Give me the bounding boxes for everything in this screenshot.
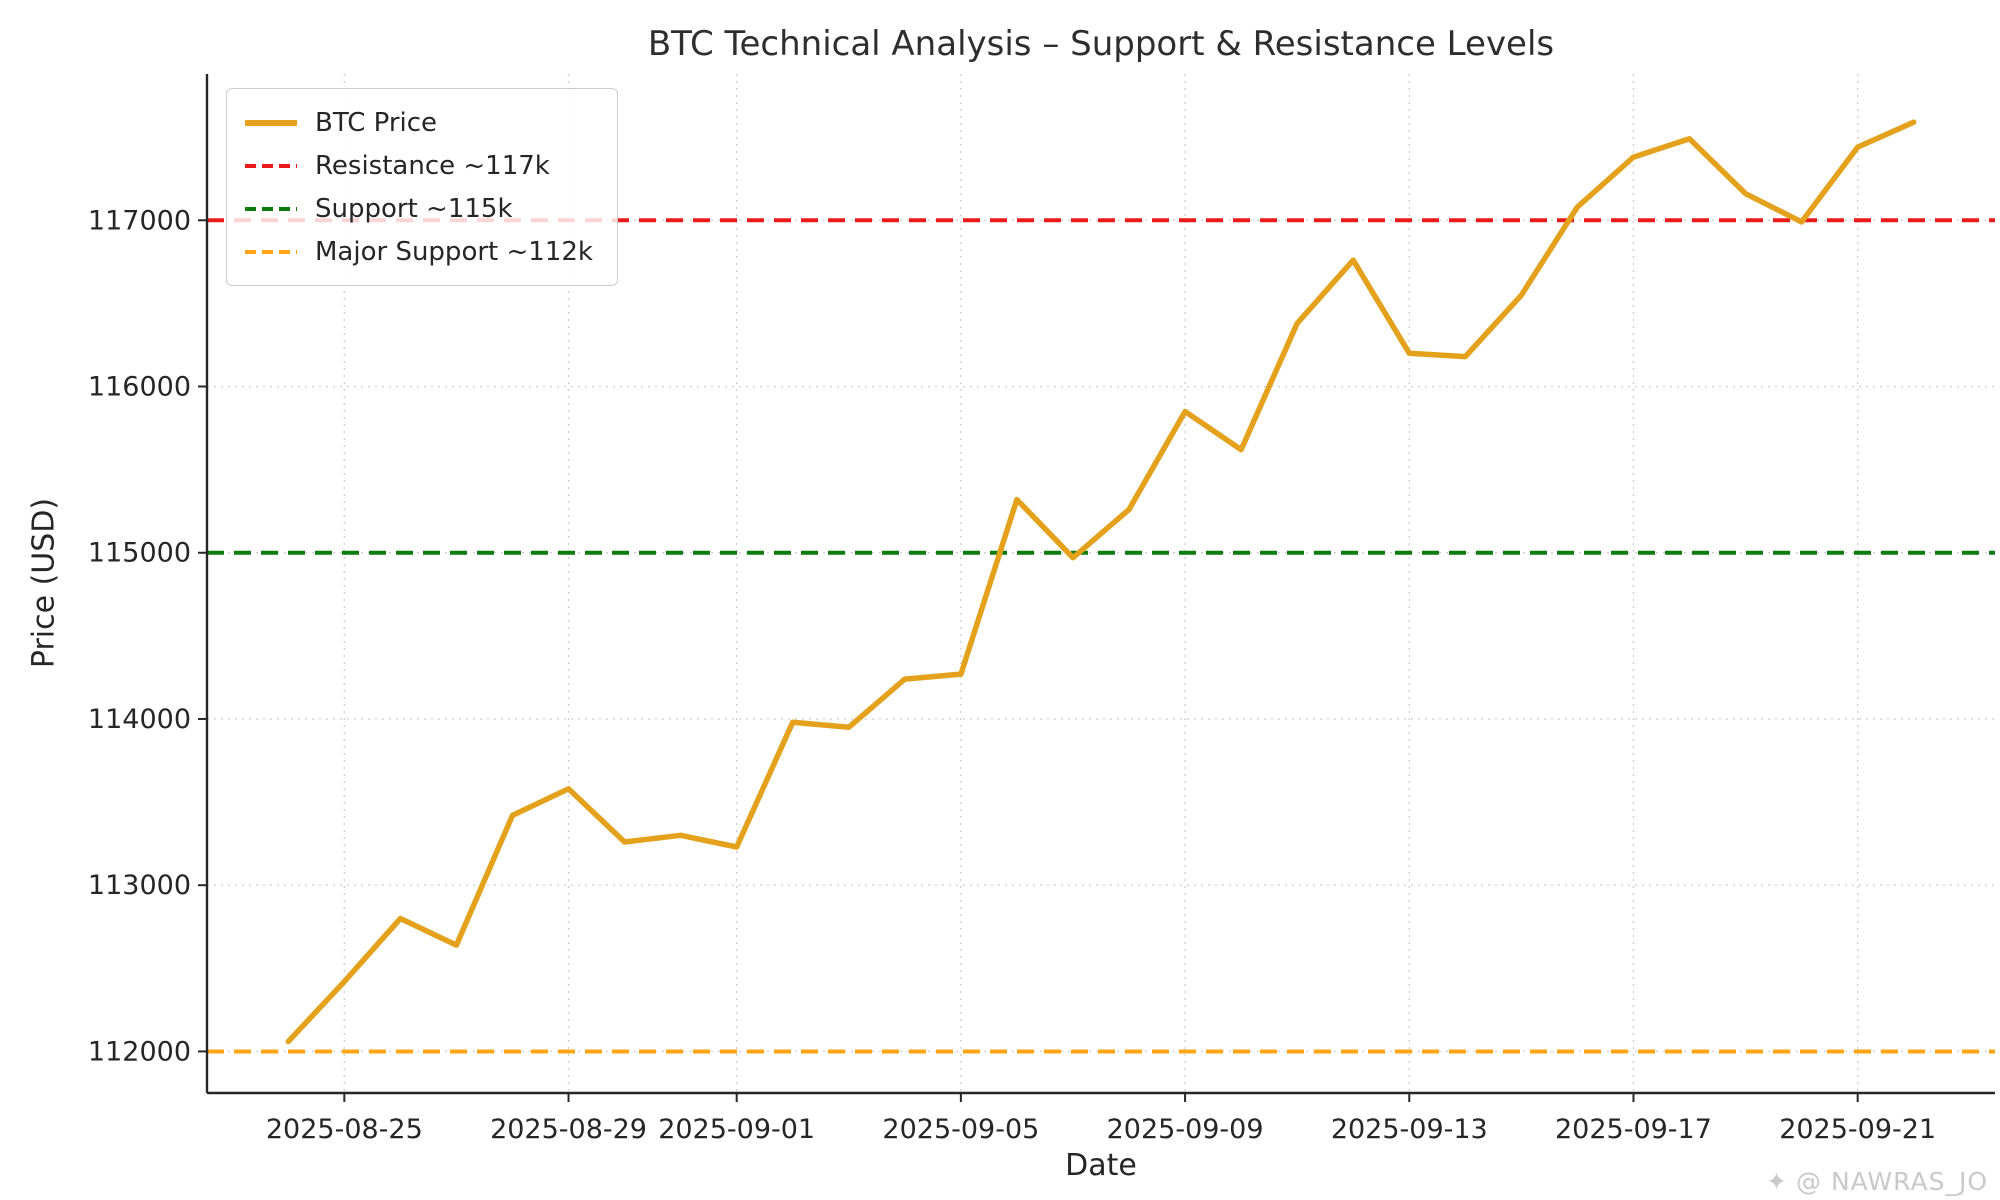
legend-entry: Resistance ~117k	[243, 144, 593, 187]
x-tick-label: 2025-09-01	[658, 1114, 815, 1145]
y-tick-label: 115000	[88, 538, 191, 569]
legend-label: Support ~115k	[315, 193, 513, 224]
x-tick-label: 2025-09-13	[1331, 1114, 1488, 1145]
legend-line-sample-icon	[245, 163, 297, 168]
watermark: ✦ @ NAWRAS_JO	[1766, 1167, 1988, 1196]
legend-line-sample-icon	[245, 206, 297, 211]
legend-label: Resistance ~117k	[315, 150, 550, 181]
x-tick-label: 2025-09-09	[1107, 1114, 1264, 1145]
y-tick-label: 116000	[88, 372, 191, 403]
legend-label: BTC Price	[315, 107, 438, 138]
chart-title: BTC Technical Analysis – Support & Resis…	[647, 24, 1555, 64]
y-tick-label: 113000	[88, 870, 191, 901]
x-axis-label: Date	[1065, 1148, 1137, 1183]
legend-line-sample-icon	[245, 119, 297, 126]
watermark-text: @ NAWRAS_JO	[1796, 1167, 1988, 1196]
legend-entry: Major Support ~112k	[243, 230, 593, 273]
y-tick-label: 112000	[88, 1036, 191, 1067]
y-axis-label: Price (USD)	[26, 497, 62, 669]
x-tick-label: 2025-08-29	[490, 1114, 647, 1145]
x-tick-label: 2025-09-05	[882, 1114, 1039, 1145]
y-tick-label: 117000	[88, 205, 191, 236]
x-tick-label: 2025-09-17	[1555, 1114, 1712, 1145]
x-tick-label: 2025-08-25	[266, 1114, 423, 1145]
legend-entry: BTC Price	[243, 101, 593, 144]
x-tick-label: 2025-09-21	[1779, 1114, 1936, 1145]
legend: BTC Price Resistance ~117k Support ~115k Ma…	[226, 88, 618, 286]
y-tick-label: 114000	[88, 704, 191, 735]
legend-line-sample-icon	[245, 249, 297, 254]
btc-price-line	[285, 119, 1917, 1045]
legend-label: Major Support ~112k	[315, 236, 593, 267]
legend-entry: Support ~115k	[243, 187, 593, 230]
watermark-logo-icon: ✦	[1766, 1167, 1789, 1196]
